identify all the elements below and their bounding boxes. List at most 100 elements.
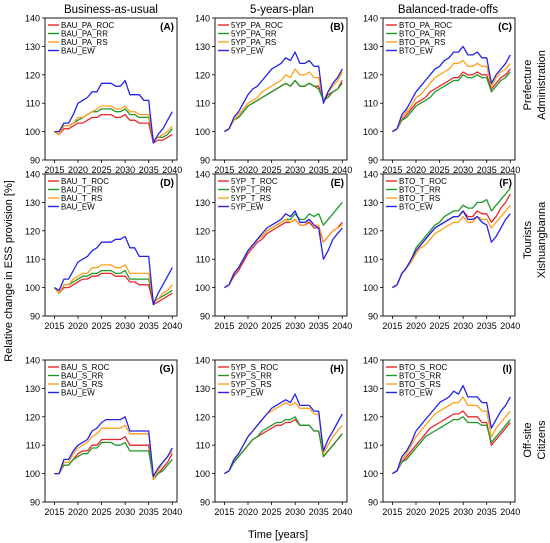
x-tick-label: 2030	[453, 165, 473, 175]
y-tick-label: 90	[30, 498, 40, 508]
panel-a: 90 100 110 120 130 140 2015 2020 2025 2030 2035 204…	[25, 14, 182, 176]
y-tick-label: 130	[363, 384, 378, 394]
panel-f: 90 100 110 120 130 140 2015 2020 2025 2030 2035 204…	[363, 170, 520, 332]
y-tick-label: 140	[195, 170, 210, 180]
y-tick-label: 140	[25, 356, 40, 366]
y-tick-label: 100	[363, 283, 378, 293]
y-tick-label: 110	[26, 441, 40, 451]
y-tick-label: 110	[364, 255, 378, 265]
x-tick-label: 2030	[115, 321, 135, 331]
series-line-5YP_T_RS	[224, 218, 343, 289]
legend-entry: BAU_EW	[61, 203, 95, 212]
y-tick-label: 140	[363, 14, 378, 24]
y-tick-label: 110	[26, 255, 40, 265]
x-tick-label: 2030	[453, 321, 473, 331]
plot-frame	[382, 359, 516, 503]
y-tick-label: 100	[25, 283, 40, 293]
legend-entry: 5YP_EW	[231, 47, 264, 56]
series-line-BTO_S_RR	[392, 416, 511, 475]
y-tick-label: 110	[364, 99, 378, 109]
panel-b: 90 100 110 120 130 140 2015 2020 2025 2030 2035 204…	[195, 14, 352, 176]
panel-label: (E)	[331, 178, 344, 189]
panel-i: 90 100 110 120 130 140 2015 2020 2025 2030 2035 204…	[363, 356, 520, 518]
y-tick-label: 130	[25, 384, 40, 394]
y-tick-label: 120	[25, 226, 40, 236]
series-line-5YP_S_RR	[224, 416, 343, 475]
legend-entry: 5YP_EW	[231, 389, 264, 398]
series-line-BTO_S_RS	[392, 396, 511, 475]
x-tick-label: 2020	[68, 321, 88, 331]
row-title-2-line-1: Tourists	[522, 221, 534, 259]
panel-label: (B)	[330, 22, 344, 33]
series-line-BTO_PA_RR	[392, 71, 511, 133]
legend-entry: 5YP_S_ROC	[231, 363, 278, 372]
legend-entry: BAU_PA_ROC	[61, 21, 114, 30]
y-tick-label: 120	[195, 70, 210, 80]
y-tick-label: 110	[26, 99, 40, 109]
x-tick-label: 2020	[68, 165, 88, 175]
plot-frame	[214, 173, 348, 317]
y-axis-label: Relative change in ESS provision [%]	[3, 180, 15, 362]
x-tick-label: 2040	[332, 165, 352, 175]
x-tick-label: 2020	[238, 321, 258, 331]
legend-entry: 5YP_PA_ROC	[231, 21, 283, 30]
y-tick-label: 90	[200, 156, 210, 166]
plot-frame	[214, 359, 348, 503]
legend-entry: BTO_EW	[399, 47, 433, 56]
y-tick-label: 120	[363, 412, 378, 422]
plot-frame	[44, 173, 178, 317]
legend-entry: BAU_T_RR	[61, 186, 103, 195]
legend-entry: BTO_S_RS	[399, 380, 441, 389]
x-tick-label: 2035	[477, 165, 497, 175]
y-tick-label: 140	[195, 14, 210, 24]
x-tick-label: 2040	[162, 321, 182, 331]
x-tick-label: 2015	[44, 507, 64, 517]
y-tick-label: 130	[195, 384, 210, 394]
x-tick-label: 2035	[477, 321, 497, 331]
x-tick-label: 2040	[162, 165, 182, 175]
panel-label: (I)	[503, 364, 512, 375]
y-tick-label: 90	[368, 312, 378, 322]
x-tick-label: 2020	[406, 321, 426, 331]
row-title-1-line-2: Administration	[536, 50, 548, 120]
x-tick-label: 2040	[500, 165, 520, 175]
column-title-2: 5-years-plan	[250, 4, 314, 16]
legend-entry: BAU_T_RS	[61, 194, 102, 203]
plot-frame	[214, 17, 348, 161]
legend-entry: BAU_PA_RR	[61, 30, 108, 39]
x-tick-label: 2035	[309, 321, 329, 331]
row-title-3-line-2: Citizens	[536, 420, 548, 460]
x-tick-label: 2040	[500, 321, 520, 331]
series-line-BAU_T_ROC	[53, 272, 173, 306]
y-tick-label: 90	[368, 498, 378, 508]
legend-entry: BTO_PA_RS	[399, 38, 445, 47]
y-tick-label: 90	[200, 498, 210, 508]
x-tick-label: 2040	[500, 507, 520, 517]
x-tick-label: 2030	[453, 507, 473, 517]
y-tick-label: 130	[25, 198, 40, 208]
legend-entry: 5YP_S_RR	[231, 372, 272, 381]
series-line-5YP_EW	[224, 51, 343, 133]
y-tick-label: 90	[368, 156, 378, 166]
y-tick-label: 130	[195, 198, 210, 208]
panel-label: (A)	[160, 22, 174, 33]
x-tick-label: 2020	[238, 507, 258, 517]
x-tick-label: 2020	[406, 165, 426, 175]
legend-entry: BTO_T_RS	[399, 194, 440, 203]
legend-entry: BAU_S_RR	[61, 372, 103, 381]
x-tick-label: 2015	[214, 507, 234, 517]
titles: Business-as-usual 5-years-plan Balanced-…	[3, 4, 548, 541]
x-tick-label: 2025	[92, 165, 112, 175]
x-tick-label: 2025	[262, 321, 282, 331]
x-tick-label: 2030	[285, 507, 305, 517]
panel-label: (C)	[498, 22, 512, 33]
y-tick-label: 100	[363, 469, 378, 479]
y-tick-label: 140	[25, 170, 40, 180]
plot-frame	[382, 173, 516, 317]
x-tick-label: 2040	[332, 507, 352, 517]
